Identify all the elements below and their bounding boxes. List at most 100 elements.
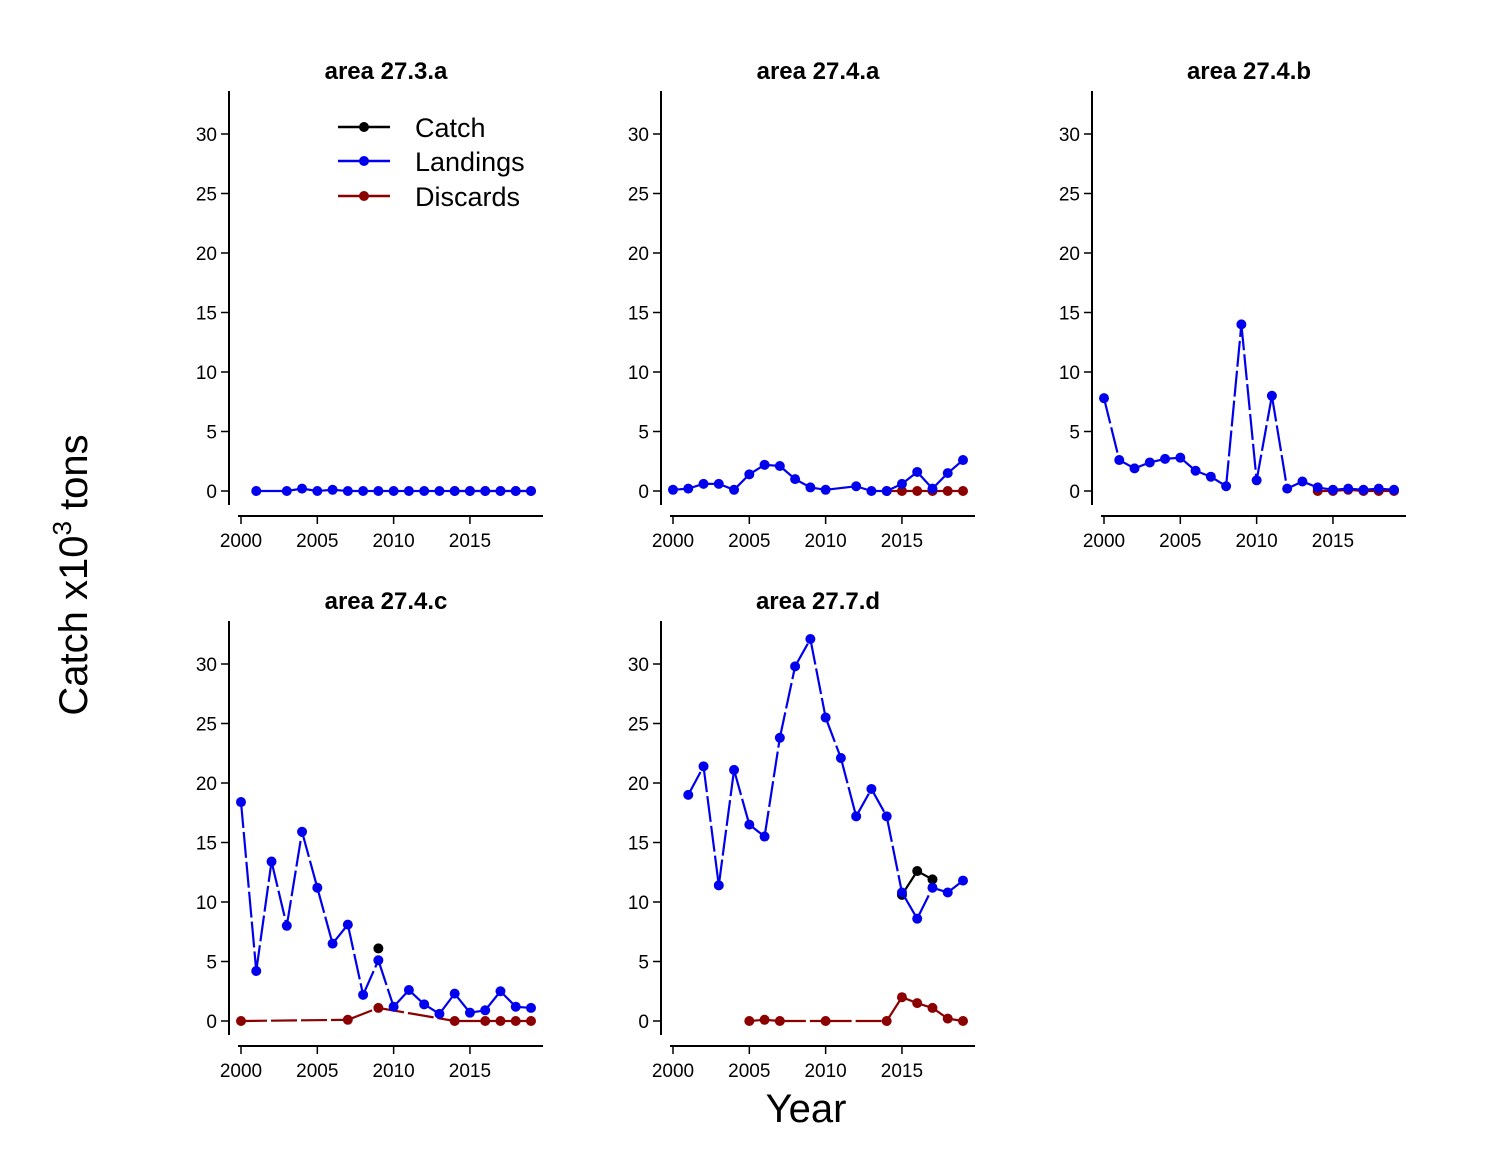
panel-area-27-7-d-discards-point-2007 [774,1016,785,1026]
panel-area-27-4-c-landings-point-2013 [434,1008,445,1019]
panel-area-27-4-a-landings-point-2015 [896,478,907,489]
panel-area-27-3-a-ytick-label-10: 10 [196,363,217,384]
panel-area-27-4-c-ytick-label-0: 0 [206,1012,217,1033]
panel-area-27-7-d-landings-line-segment [916,887,934,920]
panel-area-27-4-b-landings-point-2013 [1297,476,1308,487]
panel-area-27-4-c-landings-line-segment [285,831,304,926]
panel-area-27-4-a-discards-point-2015 [896,486,907,496]
panel-area-27-4-a-ytick-label-25: 25 [628,185,649,206]
panel-area-27-4-a-landings-point-2019 [958,455,968,466]
panel-area-27-3-a-xtick-label-2005: 2005 [296,531,338,552]
panel-area-27-4-a-landings-point-2013 [866,486,877,496]
panel-area-27-4-c-landings-point-2001 [251,966,262,977]
panel-area-27-3-a-landings-point-2003 [281,486,292,496]
panel-area-27-4-c-landings-point-2015 [464,1007,475,1018]
panel-area-27-4-c-landings-point-2019 [526,1002,536,1013]
panel-area-27-4-b-landings-point-2011 [1266,390,1277,401]
panel-area-27-3-a-ytick-label-15: 15 [196,304,217,325]
legend-catch-label: Catch [415,113,486,143]
panel-area-27-4-c-title: area 27.4.c [325,588,448,615]
panel-area-27-7-d-ytick-label-20: 20 [628,774,649,795]
panel-area-27-3-a-landings-point-2017 [495,486,506,496]
panel-area-27-4-c-landings-line-segment [300,831,319,889]
panel-area-27-3-a-ytick-label-0: 0 [206,482,217,503]
legend-item-landings: Landings [338,147,525,177]
panel-area-27-4-a-landings-point-2017 [927,483,938,494]
panel-area-27-4-b-ytick-label-20: 20 [1059,244,1080,265]
panel-area-27-7-d-landings-point-2012 [851,811,862,822]
panel-area-27-7-d-landings-line-segment [794,638,812,667]
panel-area-27-3-a-landings-point-2004 [297,483,308,494]
panel-area-27-4-b-landings-point-2009 [1236,319,1247,330]
panel-area-27-4-c: area 27.4.c 0 5 10 15 20 25 30 2000 2005 2010 2015 [196,588,543,1082]
panel-area-27-7-d-landings-point-2004 [729,764,740,775]
panel-area-27-7-d-landings-line-segment [885,816,904,893]
panel-area-27-4-b-xtick-label-2010: 2010 [1235,531,1277,552]
panel-area-27-4-b-ytick-label-30: 30 [1059,125,1080,146]
panel-area-27-4-c-landings-line-segment [239,801,258,972]
panel-area-27-7-d: area 27.7.d 0 5 10 15 20 25 30 2000 2005 2010 2015 [628,588,975,1082]
panel-area-27-4-a-discards-point-2019 [958,486,968,496]
panel-area-27-7-d-discards-point-2006 [759,1014,770,1025]
panel-area-27-7-d-discards-point-2010 [820,1016,831,1026]
panel-area-27-4-b-ytick-label-5: 5 [1069,423,1080,444]
panel-area-27-4-c-landings-point-2005 [312,882,323,893]
panel-area-27-4-a-ytick-label-30: 30 [628,125,649,146]
panel-area-27-3-a-landings-point-2012 [419,486,430,496]
panel-area-27-7-d-landings-point-2007 [774,732,785,743]
panel-area-27-4-c-xtick-label-2010: 2010 [372,1061,414,1082]
panel-area-27-7-d-landings-point-2013 [866,783,877,794]
panel-area-27-7-d-landings-line-segment [900,891,919,920]
panel-area-27-7-d-landings-point-2018 [942,887,953,898]
panel-area-27-3-a-landings-point-2010 [388,486,399,496]
panel-area-27-3-a: area 27.3.a 0 5 10 15 20 25 30 2000 2005 2010 2015 [196,58,543,552]
panel-area-27-7-d-xtick-label-2015: 2015 [881,1061,923,1082]
panel-area-27-4-c-landings-point-2014 [449,988,460,999]
legend-discards-label: Discards [415,182,520,212]
y-axis-title-suffix: tons [52,434,96,521]
panel-area-27-4-c-ytick-label-5: 5 [206,953,217,974]
panel-area-27-4-b-landings-point-2014 [1312,482,1323,493]
panel-area-27-7-d-catch-point-2016 [912,866,923,877]
panel-area-27-4-a-ytick-label-15: 15 [628,304,649,325]
panel-area-27-4-a-xtick-label-2015: 2015 [881,531,923,552]
panel-area-27-4-b-ytick-label-10: 10 [1059,363,1080,384]
legend-item-discards: Discards [338,182,520,212]
panel-area-27-3-a-xtick-label-2000: 2000 [220,531,262,552]
panel-area-27-4-a-landings-point-2000 [668,484,678,495]
panel-area-27-3-a-landings-point-2014 [449,486,460,496]
panel-area-27-4-b-landings-point-2012 [1282,483,1293,494]
panel-area-27-4-b-xtick-label-2000: 2000 [1083,531,1125,552]
legend-discards-marker [359,191,369,201]
panel-area-27-4-a-landings-point-2002 [698,478,709,489]
panel-area-27-4-c-landings-point-2007 [342,919,353,930]
y-axis-title-main: Catch x10 [52,536,96,716]
panel-area-27-7-d-landings-line-segment [763,737,781,837]
panel-area-27-4-c-landings-point-2011 [403,985,414,996]
panel-area-27-7-d-landings-line-segment [855,788,873,817]
panel-area-27-4-a-ytick-label-10: 10 [628,363,649,384]
panel-area-27-4-b-xtick-label-2015: 2015 [1312,531,1354,552]
panel-area-27-4-c-landings-line-segment [270,861,288,927]
panel-area-27-3-a-xtick-label-2010: 2010 [372,531,414,552]
panel-area-27-4-c-landings-point-2016 [480,1005,491,1016]
panel-area-27-3-a-landings-point-2019 [526,486,536,496]
panel-area-27-4-a-discards-point-2018 [942,486,953,496]
panel-area-27-7-d-ytick-label-0: 0 [638,1012,649,1033]
panel-area-27-7-d-landings-point-2010 [820,712,831,723]
panel-area-27-7-d-landings-line-segment [778,666,797,739]
panel-area-27-4-b-landings-point-2001 [1114,455,1125,466]
panel-area-27-7-d-catch-point-2017 [927,874,938,885]
panel-area-27-4-c-landings-point-2000 [236,797,246,808]
panel-area-27-4-a-landings-point-2001 [683,483,694,494]
panel-area-27-4-a-ytick-label-20: 20 [628,244,649,265]
panel-area-27-4-b-landings-point-2005 [1175,452,1186,463]
panel-area-27-7-d-landings-point-2005 [744,819,755,830]
panel-area-27-4-c-landings-point-2002 [266,856,277,867]
panel-area-27-4-a-ytick-label-0: 0 [638,482,649,503]
panel-area-27-7-d-landings-line-segment [839,757,858,817]
panel-area-27-4-b-xtick-label-2005: 2005 [1159,531,1201,552]
panel-area-27-4-a-landings-point-2016 [912,466,923,477]
panel-area-27-7-d-discards-point-2018 [942,1013,953,1024]
